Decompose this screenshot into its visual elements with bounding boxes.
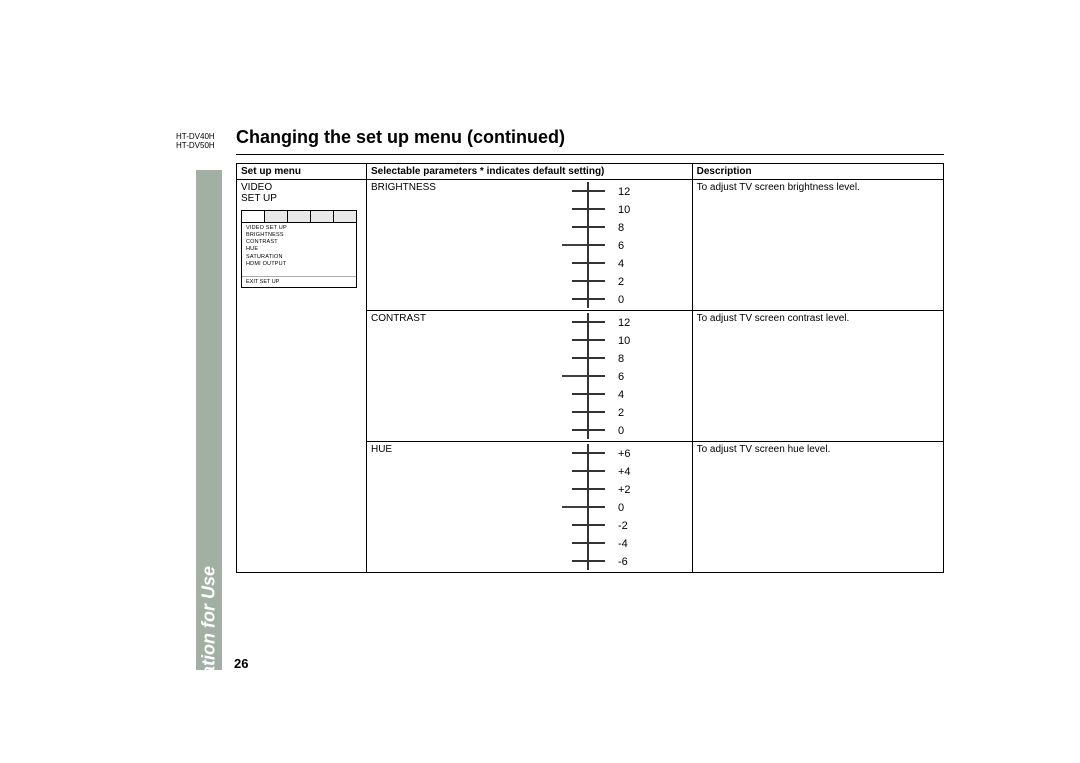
svg-text:+4: +4 bbox=[618, 466, 631, 478]
svg-text:-6: -6 bbox=[618, 556, 628, 568]
svg-text:-2: -2 bbox=[618, 520, 628, 532]
svg-text:2: 2 bbox=[618, 276, 624, 288]
svg-text:2: 2 bbox=[618, 407, 624, 419]
setup-label-line: SET UP bbox=[241, 193, 362, 204]
svg-text:10: 10 bbox=[618, 204, 630, 216]
svg-text:10: 10 bbox=[618, 335, 630, 347]
param-cell: BRIGHTNESS 12 10 8 6 4 2 0 bbox=[366, 180, 692, 311]
param-label: HUE bbox=[371, 444, 392, 455]
scale: 12 10 8 6 4 2 0 bbox=[548, 313, 668, 439]
section-sidebar: Preparation for Use bbox=[196, 170, 222, 670]
scale: +6 +4 +2 0 -2 -4 -6 bbox=[548, 444, 668, 570]
table-row: VIDEOSET UPVIDEO SET UPBRIGHTNESSCONTRAS… bbox=[237, 180, 944, 311]
header-setup: Set up menu bbox=[237, 164, 367, 180]
menu-body: VIDEO SET UPBRIGHTNESSCONTRASTHUESATURAT… bbox=[242, 223, 356, 270]
menu-exit: EXIT SET UP bbox=[242, 276, 356, 287]
setup-label-line: VIDEO bbox=[241, 182, 362, 193]
model-2: HT-DV50H bbox=[176, 142, 215, 151]
menu-item: CONTRAST bbox=[246, 239, 352, 246]
page-title: Changing the set up menu (continued) bbox=[236, 127, 944, 155]
menu-item: HDMI OUTPUT bbox=[246, 261, 352, 268]
svg-text:12: 12 bbox=[618, 186, 630, 198]
svg-text:+6: +6 bbox=[618, 448, 631, 460]
setup-cell: VIDEOSET UP VIDEO SET UPBRIGHTNESSCONTRAS… bbox=[237, 180, 367, 573]
menu-tab bbox=[334, 211, 356, 222]
svg-text:0: 0 bbox=[618, 502, 624, 514]
desc-cell: To adjust TV screen brightness level. bbox=[692, 180, 943, 311]
menu-tab bbox=[288, 211, 311, 222]
param-cell: HUE +6 +4 +2 0 -2 -4 -6 bbox=[366, 442, 692, 573]
svg-text:8: 8 bbox=[618, 222, 624, 234]
page-number: 26 bbox=[234, 656, 248, 671]
header-params: Selectable parameters * indicates defaul… bbox=[366, 164, 692, 180]
menu-tab bbox=[242, 211, 265, 222]
svg-text:0: 0 bbox=[618, 425, 624, 437]
desc-cell: To adjust TV screen contrast level. bbox=[692, 311, 943, 442]
svg-text:6: 6 bbox=[618, 371, 624, 383]
menu-title: VIDEO SET UP bbox=[246, 225, 352, 232]
param-label: CONTRAST bbox=[371, 313, 426, 324]
svg-text:12: 12 bbox=[618, 317, 630, 329]
menu-tab bbox=[265, 211, 288, 222]
param-label: BRIGHTNESS bbox=[371, 182, 436, 193]
menu-item: SATURATION bbox=[246, 254, 352, 261]
svg-text:0: 0 bbox=[618, 294, 624, 306]
settings-table: Set up menu Selectable parameters * indi… bbox=[236, 163, 944, 573]
desc-cell: To adjust TV screen hue level. bbox=[692, 442, 943, 573]
svg-text:+2: +2 bbox=[618, 484, 631, 496]
svg-text:6: 6 bbox=[618, 240, 624, 252]
menu-screenshot: VIDEO SET UPBRIGHTNESSCONTRASTHUESATURAT… bbox=[241, 210, 357, 288]
sidebar-label: Preparation for Use bbox=[199, 566, 220, 733]
svg-text:4: 4 bbox=[618, 389, 624, 401]
menu-tabs bbox=[242, 211, 356, 223]
header-desc: Description bbox=[692, 164, 943, 180]
scale: 12 10 8 6 4 2 0 bbox=[548, 182, 668, 308]
menu-tab bbox=[311, 211, 334, 222]
svg-text:8: 8 bbox=[618, 353, 624, 365]
svg-text:-4: -4 bbox=[618, 538, 628, 550]
model-labels: HT-DV40H HT-DV50H bbox=[176, 133, 215, 151]
svg-text:4: 4 bbox=[618, 258, 624, 270]
param-cell: CONTRAST 12 10 8 6 4 2 0 bbox=[366, 311, 692, 442]
menu-item: BRIGHTNESS bbox=[246, 232, 352, 239]
menu-item: HUE bbox=[246, 246, 352, 253]
